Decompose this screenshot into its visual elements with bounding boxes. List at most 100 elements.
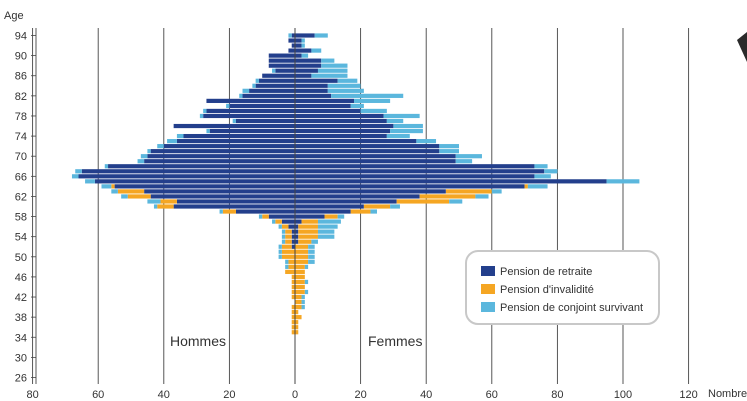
bar-femmes-age-42 (301, 294, 305, 300)
bar-femmes-age-79 (295, 108, 361, 114)
bar-hommes-age-56 (278, 224, 282, 229)
bar-femmes-age-60 (295, 204, 364, 209)
bar-hommes-age-73 (167, 139, 177, 144)
bar-femmes-age-44 (295, 284, 305, 290)
y-tick-labels: 26 30 34 38 42 46 50 54 58 62 66 70 74 78 82 86 90 94 (15, 31, 36, 385)
y-axis-label: Age (4, 10, 24, 22)
bar-femmes-age-57 (317, 219, 341, 224)
bar-hommes-age-48 (285, 264, 289, 269)
bar-hommes-age-68 (108, 164, 295, 169)
bar-hommes-age-78 (199, 113, 204, 119)
bar-hommes-age-45 (291, 279, 295, 285)
bar-hommes-age-77 (232, 118, 236, 124)
bar-hommes-age-53 (281, 239, 286, 244)
bar-hommes-age-57 (272, 219, 276, 224)
bar-femmes-age-85 (337, 78, 358, 83)
bar-hommes-age-85 (258, 78, 295, 83)
bar-hommes-age-75 (209, 128, 295, 134)
bar-femmes-age-72 (439, 144, 459, 149)
bar-femmes-age-46 (295, 274, 305, 280)
bar-femmes-age-83 (327, 88, 364, 93)
bar-femmes-age-59 (350, 209, 371, 214)
bar-femmes-age-71 (439, 149, 459, 154)
bar-femmes-age-75 (295, 128, 391, 134)
bar-femmes-age-37 (295, 320, 299, 325)
bar-femmes-age-51 (308, 249, 315, 254)
bar-hommes-age-39 (291, 310, 295, 315)
bar-hommes-age-77 (235, 118, 295, 124)
bar-hommes-age-67 (81, 169, 295, 174)
bar-femmes-age-92 (301, 43, 305, 48)
bar-hommes-age-79 (206, 108, 295, 114)
bar-femmes-age-40 (295, 304, 302, 310)
bar-hommes-age-51 (278, 249, 282, 254)
bar-hommes-age-74 (183, 133, 295, 139)
legend-swatch-conjoint (481, 302, 495, 312)
bar-femmes-age-90 (295, 53, 302, 58)
x-tick-label: 20 (223, 389, 235, 401)
bar-femmes-age-82 (295, 93, 332, 98)
bar-femmes-age-54 (298, 234, 318, 239)
bar-femmes-age-60 (363, 204, 391, 209)
bar-femmes-age-64 (524, 184, 528, 189)
bar-femmes-age-57 (295, 219, 302, 224)
bar-hommes-age-61 (160, 199, 177, 204)
bar-femmes-age-58 (295, 214, 325, 219)
bar-hommes-age-49 (285, 259, 289, 264)
bar-hommes-age-85 (255, 78, 259, 83)
bar-hommes-age-53 (291, 239, 295, 244)
bar-femmes-age-94 (295, 33, 315, 38)
legend-swatch-invalidite (481, 284, 495, 294)
bar-hommes-age-84 (252, 83, 256, 88)
bar-femmes-age-94 (314, 33, 328, 38)
legend-box (465, 250, 660, 325)
y-tick-label: 34 (15, 332, 27, 344)
bar-femmes-age-77 (295, 118, 387, 124)
bar-hommes-age-60 (157, 204, 174, 209)
bar-femmes-age-81 (354, 98, 391, 103)
bar-femmes-age-84 (295, 83, 328, 88)
bar-femmes-age-41 (301, 299, 305, 305)
bar-femmes-age-93 (295, 38, 302, 43)
bar-hommes-age-94 (288, 33, 292, 38)
legend-label-retraite: Pension de retraite (500, 266, 592, 278)
bar-femmes-age-49 (308, 259, 315, 264)
bar-hommes-age-63 (117, 189, 145, 194)
bar-femmes-age-88 (295, 63, 322, 68)
bar-femmes-age-78 (383, 113, 420, 119)
bar-hommes-age-92 (291, 43, 295, 48)
bar-hommes-age-58 (268, 214, 295, 219)
bar-femmes-age-38 (295, 315, 302, 320)
bar-femmes-age-84 (327, 83, 361, 88)
bar-femmes-age-56 (317, 224, 338, 229)
bar-hommes-age-74 (176, 133, 184, 139)
bar-femmes-age-87 (317, 68, 348, 73)
y-tick-label: 66 (15, 171, 27, 183)
bar-hommes-age-90 (268, 53, 295, 58)
bar-hommes-age-40 (291, 304, 295, 310)
bar-femmes-age-73 (295, 139, 417, 144)
bar-femmes-age-59 (370, 209, 377, 214)
bar-hommes-age-54 (291, 234, 295, 239)
bar-femmes-age-80 (295, 103, 351, 109)
bar-hommes-age-63 (144, 189, 295, 194)
bar-hommes-age-66 (78, 174, 296, 179)
bar-hommes-age-78 (203, 113, 295, 119)
bar-femmes-age-58 (337, 214, 345, 219)
bar-femmes-age-57 (301, 219, 318, 224)
bar-femmes-age-76 (295, 123, 394, 129)
y-tick-label: 78 (15, 111, 27, 123)
bar-hommes-age-43 (291, 289, 295, 295)
bar-hommes-age-46 (291, 274, 295, 280)
bar-femmes-age-88 (321, 63, 348, 68)
bar-femmes-age-48 (304, 264, 309, 269)
bar-femmes-age-55 (317, 229, 335, 234)
y-tick-label: 42 (15, 292, 27, 304)
bar-femmes-age-48 (295, 264, 305, 269)
y-tick-label: 54 (15, 232, 27, 244)
legend-swatch-retraite (481, 266, 495, 276)
y-tick-label: 90 (15, 51, 27, 63)
bar-hommes-age-44 (291, 284, 295, 290)
bar-femmes-age-54 (317, 234, 335, 239)
x-tick-label: 0 (292, 389, 298, 401)
